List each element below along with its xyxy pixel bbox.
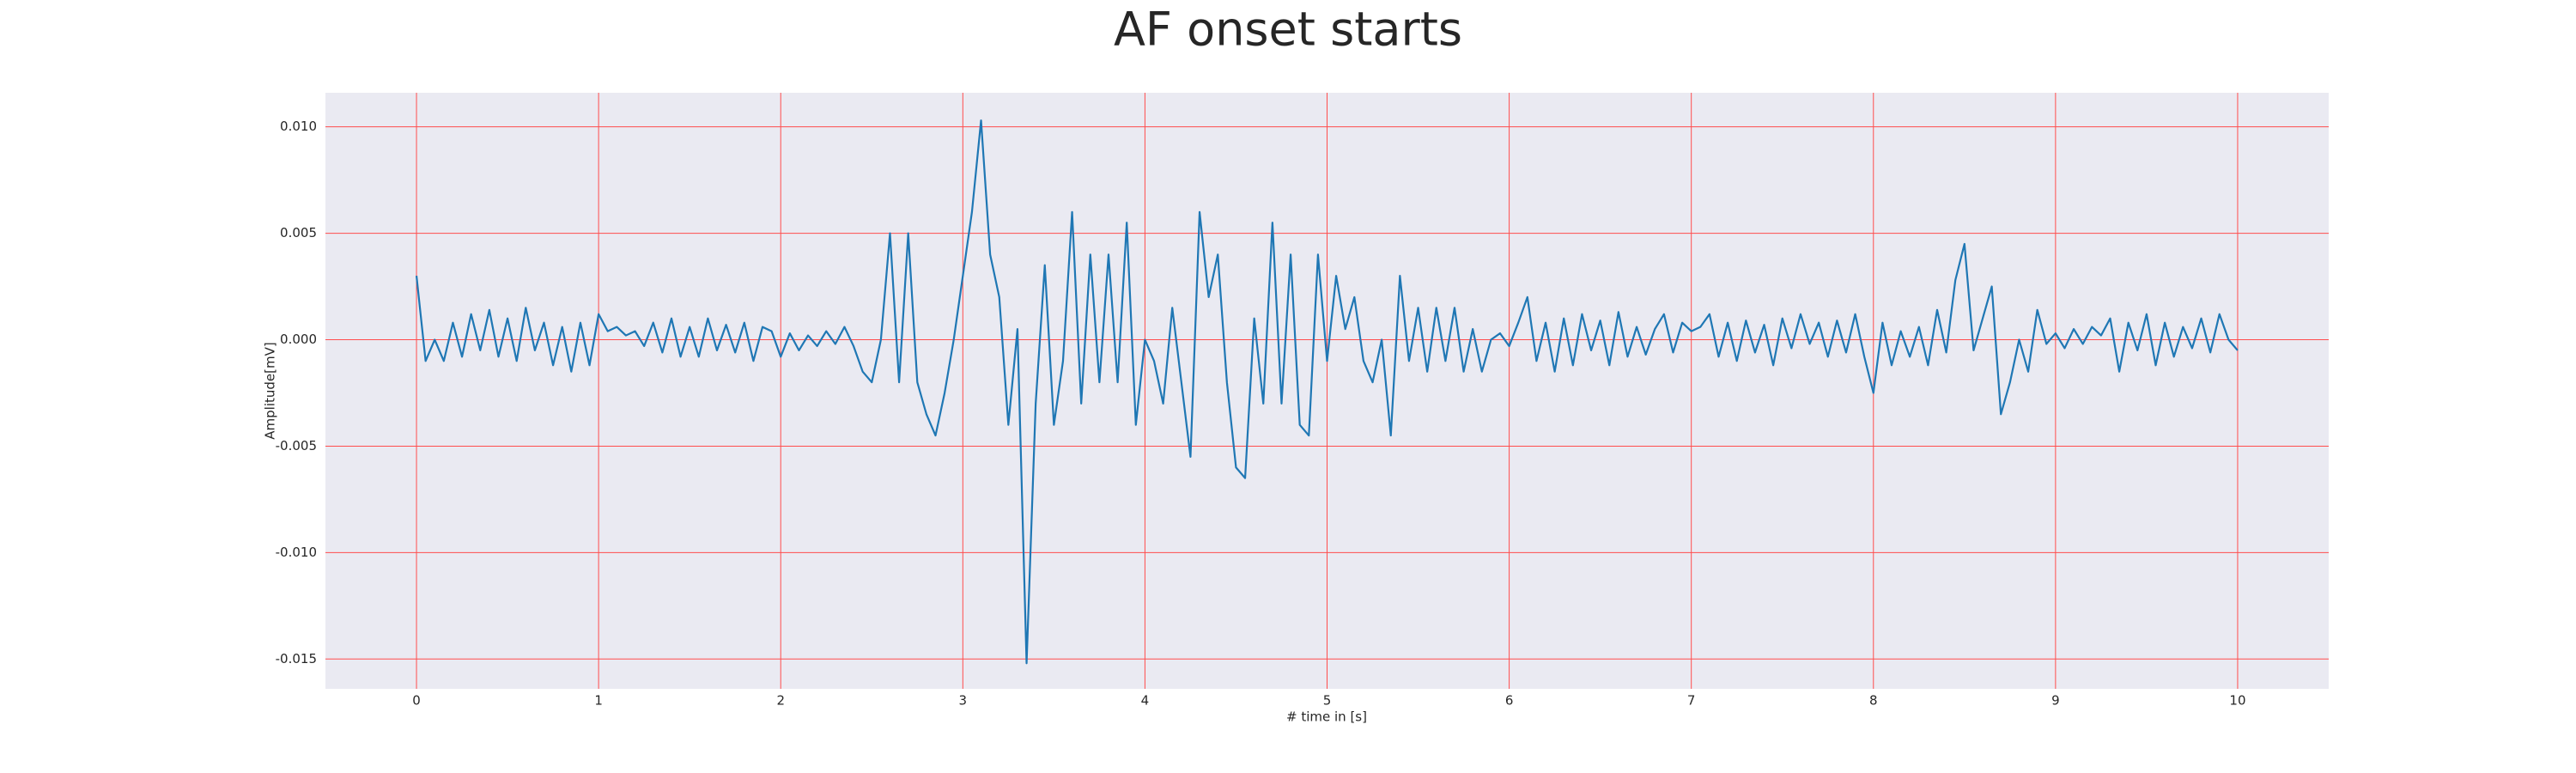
y-tick-label: -0.010 (276, 545, 317, 560)
x-tick-label: 6 (1505, 693, 1514, 709)
x-tick-label: 5 (1323, 693, 1332, 709)
y-tick-label: 0.000 (280, 332, 317, 347)
x-tick-label: 7 (1687, 693, 1696, 709)
y-tick-label: -0.015 (276, 651, 317, 666)
chart-title: AF onset starts (1114, 3, 1462, 57)
x-tick-label: 8 (1869, 693, 1878, 709)
signal-line (415, 119, 2239, 665)
x-tick-label: 9 (2051, 693, 2060, 709)
y-tick-label: 0.005 (280, 225, 317, 240)
y-tick-label: 0.010 (280, 119, 317, 134)
x-tick-label: 3 (959, 693, 968, 709)
x-tick-label: 2 (776, 693, 785, 709)
y-axis-label: Amplitude[mV] (263, 342, 278, 439)
x-tick-label: 10 (2229, 693, 2245, 709)
x-tick-label: 0 (412, 693, 421, 709)
x-tick-label: 1 (594, 693, 603, 709)
x-tick-label: 4 (1141, 693, 1150, 709)
x-axis-label: # time in [s] (1286, 709, 1367, 725)
y-tick-label: -0.005 (276, 438, 317, 453)
